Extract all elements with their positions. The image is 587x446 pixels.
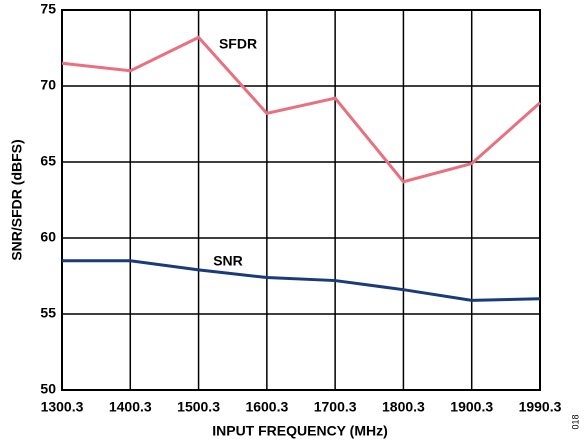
x-tick-label: 1800.3 bbox=[382, 399, 425, 415]
series-line bbox=[62, 259, 541, 302]
series-line bbox=[61, 35, 541, 184]
x-tick-label: 1990.3 bbox=[519, 399, 562, 415]
y-tick-label: 55 bbox=[40, 305, 56, 321]
y-tick-label: 60 bbox=[40, 229, 56, 245]
series-label: SFDR bbox=[219, 36, 257, 52]
plot-frame bbox=[61, 9, 541, 391]
figure-number: 018 bbox=[570, 414, 580, 429]
series-label: SNR bbox=[213, 253, 243, 269]
y-tick-label: 50 bbox=[40, 381, 56, 397]
x-axis-label: INPUT FREQUENCY (MHz) bbox=[212, 423, 388, 439]
y-tick-label: 65 bbox=[40, 153, 56, 169]
y-tick-label: 75 bbox=[40, 1, 56, 17]
x-tick-label: 1900.3 bbox=[450, 399, 493, 415]
x-tick-label: 1600.3 bbox=[245, 399, 288, 415]
x-tick-label: 1400.3 bbox=[109, 399, 152, 415]
x-tick-label: 1700.3 bbox=[314, 399, 357, 415]
x-tick-label: 1300.3 bbox=[41, 399, 84, 415]
x-tick-label: 1500.3 bbox=[177, 399, 220, 415]
y-axis-label: SNR/SFDR (dBFS) bbox=[9, 139, 25, 260]
y-tick-label: 70 bbox=[40, 77, 56, 93]
